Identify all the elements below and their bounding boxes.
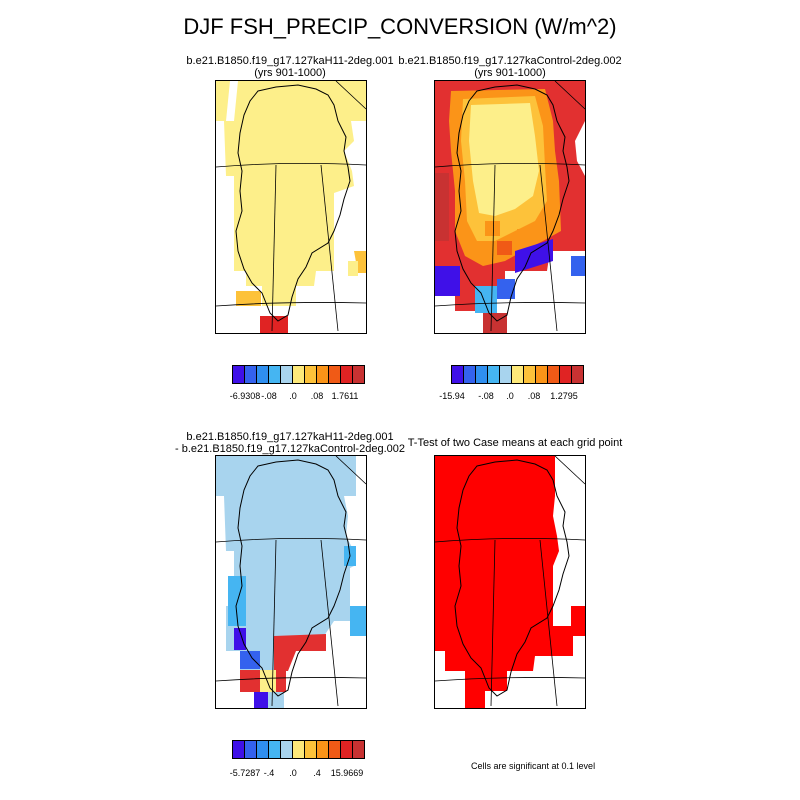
panel-title-line2: - b.e21.B1850.f19_g17.127kaControl-2deg.… xyxy=(175,443,405,455)
colorbar-label: .0 xyxy=(289,391,297,401)
greenland-map xyxy=(216,456,366,708)
significance-note: Cells are significant at 0.1 level xyxy=(471,761,596,771)
panel-title-line1: b.e21.B1850.f19_g17.127kaControl-2deg.00… xyxy=(398,55,622,67)
colorbar-boxes xyxy=(451,365,584,384)
colorbar-label: -.08 xyxy=(478,391,494,401)
map-panel-top-left xyxy=(215,80,367,334)
greenland-map xyxy=(216,81,366,333)
map-panel-top-right xyxy=(434,80,586,334)
colorbar-label: .08 xyxy=(310,391,324,401)
colorbar-label: 15.9669 xyxy=(330,768,364,778)
panel-title-line1: T-Test of two Case means at each grid po… xyxy=(407,437,623,449)
panel-title-line2: (yrs 901-1000) xyxy=(254,67,326,79)
colorbar-top-left: -6.9308 -.08 .0 .08 1.7611 xyxy=(230,365,365,401)
colorbar-label: .0 xyxy=(506,391,514,401)
panel-title-bottom-right: T-Test of two Case means at each grid po… xyxy=(395,437,635,449)
colorbar-swatch xyxy=(571,365,584,384)
colorbar-label: -15.94 xyxy=(439,391,465,401)
colorbar-label: -6.9308 xyxy=(229,391,261,401)
panel-title-line1: b.e21.B1850.f19_g17.127kaH11-2deg.001 xyxy=(186,431,394,443)
panel-title-line2: (yrs 901-1000) xyxy=(474,67,546,79)
colorbar-label: .0 xyxy=(289,768,297,778)
colorbar-label: -5.7287 xyxy=(229,768,261,778)
greenland-map xyxy=(435,81,585,333)
colorbar-label: 1.2795 xyxy=(550,391,578,401)
panel-title-bottom-left: b.e21.B1850.f19_g17.127kaH11-2deg.001 - … xyxy=(160,431,420,455)
main-title: DJF FSH_PRECIP_CONVERSION (W/m^2) xyxy=(183,14,617,39)
panel-title-top-right: b.e21.B1850.f19_g17.127kaControl-2deg.00… xyxy=(390,55,630,79)
colorbar-boxes xyxy=(232,365,365,384)
greenland-map xyxy=(435,456,585,708)
colorbar-boxes xyxy=(232,740,365,759)
colorbar-label: .4 xyxy=(313,768,321,778)
colorbar-bottom-left: -5.7287 -.4 .0 .4 15.9669 xyxy=(230,740,365,778)
map-panel-bottom-left xyxy=(215,455,367,709)
colorbar-top-right: -15.94 -.08 .0 .08 1.2795 xyxy=(439,365,584,401)
map-panel-bottom-right xyxy=(434,455,586,709)
colorbar-swatch xyxy=(352,740,365,759)
colorbar-label: -.4 xyxy=(263,768,275,778)
panel-title-top-left: b.e21.B1850.f19_g17.127kaH11-2deg.001 (y… xyxy=(175,55,405,79)
colorbar-swatch xyxy=(352,365,365,384)
colorbar-label: -.08 xyxy=(261,391,277,401)
colorbar-label: 1.7611 xyxy=(331,391,359,401)
colorbar-label: .08 xyxy=(527,391,541,401)
panel-title-line1: b.e21.B1850.f19_g17.127kaH11-2deg.001 xyxy=(186,55,394,67)
